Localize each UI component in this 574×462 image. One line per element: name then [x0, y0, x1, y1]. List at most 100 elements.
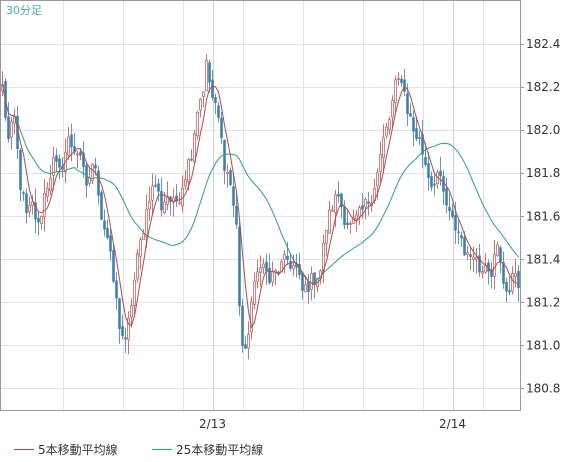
candle-body-up: [511, 273, 514, 292]
candle-body-down: [58, 158, 61, 168]
candle-body-down: [241, 305, 244, 346]
candle-body-down: [55, 155, 58, 162]
candle-body-down: [463, 237, 466, 256]
candle-body-up: [67, 136, 70, 156]
legend-label: 5本移動平均線: [38, 442, 118, 457]
candle-body-down: [343, 206, 346, 226]
candle-body-up: [397, 78, 400, 80]
x-tick-label: 2/13: [199, 417, 226, 431]
candle-body-down: [235, 205, 238, 225]
x-axis: 2/13 2/14: [199, 417, 466, 431]
timeframe-label: 30分足: [6, 4, 42, 17]
candle-body-down: [238, 226, 241, 307]
candle-body-down: [94, 164, 97, 169]
candle-body-up: [259, 267, 262, 273]
candle-body-up: [163, 201, 166, 214]
candle-body-down: [7, 116, 10, 139]
y-tick-label: 181.0: [526, 338, 560, 352]
candle-body-up: [253, 280, 256, 305]
candle-body-up: [328, 209, 331, 234]
candle-body-up: [256, 271, 259, 282]
candle-body-down: [445, 188, 448, 206]
candle-body-up: [391, 100, 394, 118]
candle-body-down: [412, 117, 415, 132]
candle-body-down: [439, 170, 442, 177]
candle-body-down: [220, 117, 223, 138]
moving-averages: [2, 84, 519, 329]
candle-body-down: [451, 210, 454, 217]
candle-body-down: [505, 281, 508, 292]
y-tick-label: 182.2: [526, 80, 560, 94]
candle-body-up: [166, 196, 169, 205]
candle-body-up: [352, 217, 355, 224]
candle-body-up: [331, 209, 334, 212]
candle-body-up: [127, 318, 130, 340]
candle-body-down: [208, 62, 211, 83]
candle-body-up: [349, 223, 352, 225]
candle-body-up: [151, 185, 154, 201]
candle-body-down: [211, 79, 214, 98]
candle-body-down: [448, 207, 451, 211]
x-tick-label: 2/14: [439, 417, 466, 431]
candle-body-down: [232, 186, 235, 206]
candle-body-down: [469, 254, 472, 257]
candle-body-up: [310, 273, 313, 290]
candle-body-down: [22, 192, 25, 194]
candle-body-down: [160, 190, 163, 211]
candle-body-down: [229, 169, 232, 186]
candle-body-up: [91, 163, 94, 181]
candle-body-up: [10, 121, 13, 138]
candle-body-down: [490, 269, 493, 277]
ma25-line: [2, 84, 519, 284]
candle-body-down: [154, 184, 157, 187]
candle-body-down: [424, 156, 427, 165]
candle-body-down: [460, 235, 463, 239]
candle-body-down: [301, 272, 304, 291]
candle-body-down: [418, 137, 421, 139]
y-tick-label: 181.2: [526, 295, 560, 309]
candle-body-up: [226, 171, 229, 174]
y-tick-label: 182.4: [526, 37, 560, 51]
candle-body-up: [133, 279, 136, 306]
candle-body-down: [265, 261, 268, 272]
candle-body-down: [433, 183, 436, 186]
candle-body-up: [472, 256, 475, 260]
candle-body-down: [70, 134, 73, 148]
candle-body-up: [46, 188, 49, 197]
candle-body-up: [304, 284, 307, 293]
candle-body-up: [187, 159, 190, 183]
candle-body-down: [118, 298, 121, 329]
plot-border: [0, 0, 521, 411]
candle-body-down: [409, 113, 412, 117]
candle-body-up: [184, 179, 187, 187]
candle-body-down: [403, 79, 406, 92]
candle-body-down: [109, 235, 112, 252]
candle-body-up: [202, 91, 205, 97]
candle-body-down: [82, 152, 85, 168]
candle-body-down: [112, 250, 115, 282]
candle-body-down: [217, 105, 220, 118]
candle-body-down: [97, 170, 100, 196]
candle-body-down: [190, 158, 193, 161]
candle-body-down: [442, 176, 445, 192]
candle-body-up: [283, 254, 286, 261]
y-tick-label: 181.8: [526, 166, 560, 180]
candle-body-down: [415, 128, 418, 139]
ma5-line: [2, 84, 519, 329]
candle-body-down: [478, 255, 481, 273]
candle-body-up: [496, 244, 499, 256]
candle-body-up: [475, 257, 478, 260]
candle-body-down: [268, 267, 271, 283]
y-tick-label: 182.0: [526, 123, 560, 137]
y-tick-label: 181.4: [526, 252, 560, 266]
candle-body-up: [379, 154, 382, 173]
candle-body-down: [340, 193, 343, 208]
candle-body-up: [382, 137, 385, 158]
legend-label: 25本移動平均線: [176, 442, 263, 457]
candle-body-up: [334, 194, 337, 213]
candle-body-down: [499, 247, 502, 262]
candle-body-up: [139, 239, 142, 257]
candle-body-down: [157, 183, 160, 192]
candle-body-down: [103, 220, 106, 230]
